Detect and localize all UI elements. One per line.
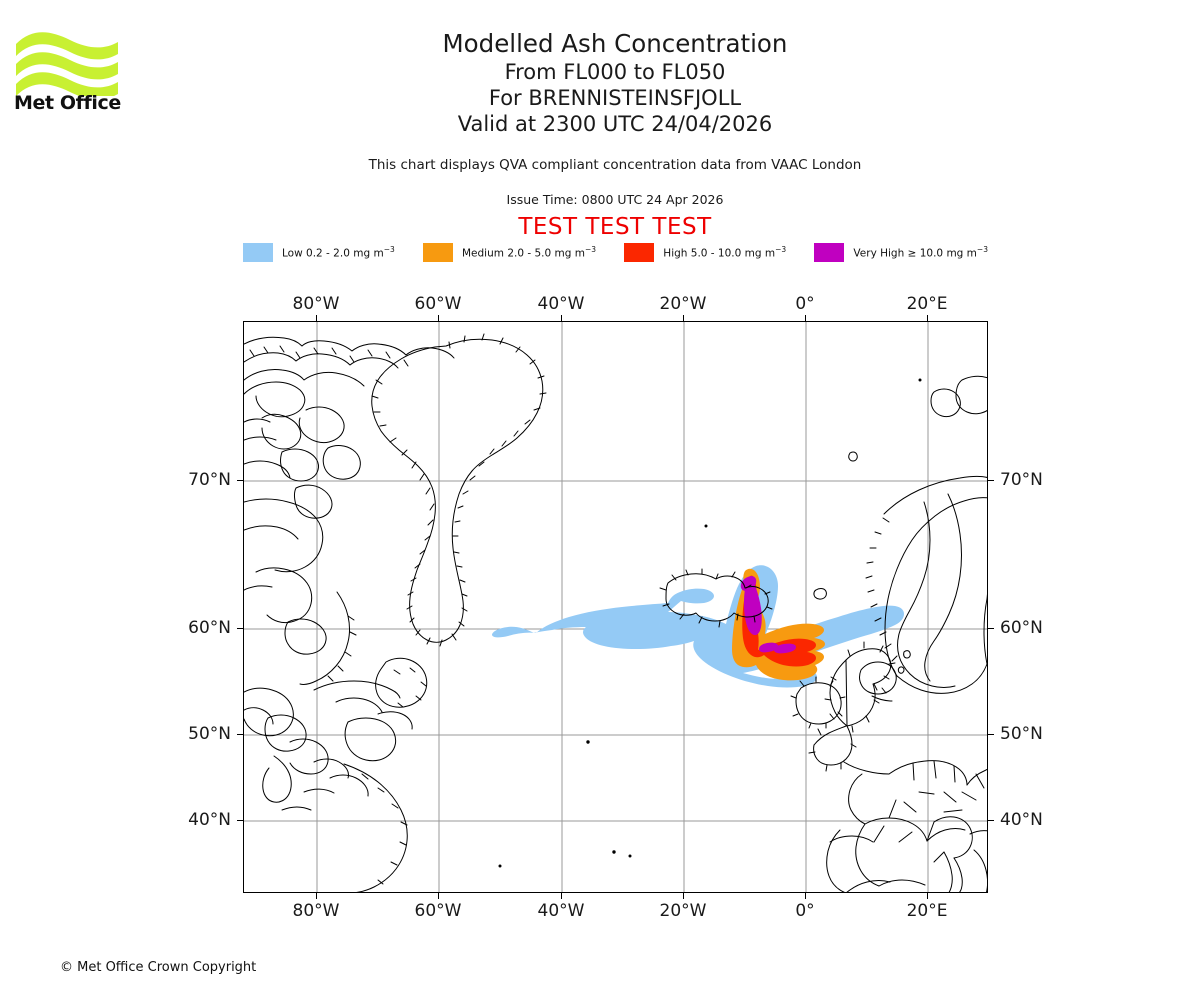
ash-plume [492, 565, 904, 688]
volcano-line: For BRENNISTEINSFJOLL [488, 86, 742, 110]
legend-label-very-high: Very High ≥ 10.0 mg m−3 [853, 244, 988, 260]
legend-swatch-medium [423, 242, 453, 262]
lat-label-right-0: 70°N [1000, 470, 1043, 490]
map-gridlines [244, 322, 987, 892]
met-office-logo-text: Met Office [14, 92, 121, 114]
legend-item-very-high: Very High ≥ 10.0 mg m−3 [814, 242, 988, 262]
test-banner: TEST TEST TEST [518, 214, 712, 240]
legend-item-low: Low 0.2 - 2.0 mg m−3 [243, 242, 395, 262]
title-block: Modelled Ash Concentration From FL000 to… [230, 28, 1000, 137]
lon-tick-top-2 [561, 315, 562, 321]
lat-tick-right-2 [988, 734, 994, 735]
lon-tick-top-3 [683, 315, 684, 321]
lat-tick-left-3 [237, 820, 243, 821]
met-office-waves-icon [16, 32, 118, 96]
lon-tick-bottom-2 [561, 893, 562, 899]
lat-label-right-2: 50°N [1000, 724, 1043, 744]
lat-tick-right-1 [988, 628, 994, 629]
lon-label-bottom-1: 60°W [414, 901, 462, 921]
legend-swatch-very-high [814, 242, 845, 262]
lat-label-left-3: 40°N [188, 810, 231, 830]
lon-tick-top-5 [927, 315, 928, 321]
coastlines [244, 333, 987, 892]
lon-tick-bottom-4 [805, 893, 806, 899]
lon-tick-top-1 [438, 315, 439, 321]
ash-concentration-map [244, 322, 987, 892]
lat-label-right-1: 60°N [1000, 618, 1043, 638]
legend-label-high: High 5.0 - 10.0 mg m−3 [663, 244, 787, 260]
lon-label-bottom-2: 40°W [537, 901, 585, 921]
plume-very-high-patch-2 [774, 643, 796, 654]
map-container: 80°W 80°W 60°W 60°W 40°W 40°W 20°W 20°W 0° 0° 20°E… [188, 294, 1043, 921]
lon-label-top-1: 60°W [414, 294, 462, 314]
page-title: Modelled Ash Concentration [442, 29, 788, 58]
legend-item-high: High 5.0 - 10.0 mg m−3 [624, 242, 787, 262]
lon-tick-bottom-0 [316, 893, 317, 899]
lon-tick-top-4 [805, 315, 806, 321]
met-office-logo [14, 24, 126, 114]
plume-very-high-patch-1 [759, 642, 778, 653]
legend-label-low: Low 0.2 - 2.0 mg m−3 [282, 244, 395, 260]
plume-very-high-contour [744, 577, 762, 635]
lat-label-left-0: 70°N [188, 470, 231, 490]
legend-swatch-high [624, 242, 655, 262]
lat-tick-left-2 [237, 734, 243, 735]
legend-item-medium: Medium 2.0 - 5.0 mg m−3 [423, 242, 597, 262]
lon-label-bottom-4: 0° [795, 901, 815, 921]
lat-tick-left-0 [237, 480, 243, 481]
valid-time-line: Valid at 2300 UTC 24/04/2026 [457, 112, 773, 136]
lat-label-left-1: 60°N [188, 618, 231, 638]
qva-note: This chart displays QVA compliant concen… [368, 157, 862, 173]
lon-label-bottom-3: 20°W [659, 901, 707, 921]
lon-tick-bottom-3 [683, 893, 684, 899]
lon-tick-top-0 [316, 315, 317, 321]
lon-label-top-2: 40°W [537, 294, 585, 314]
issue-time: Issue Time: 0800 UTC 24 Apr 2026 [506, 192, 724, 207]
lon-label-top-3: 20°W [659, 294, 707, 314]
lon-tick-bottom-1 [438, 893, 439, 899]
lat-label-right-3: 40°N [1000, 810, 1043, 830]
lon-label-bottom-5: 20°E [906, 901, 948, 921]
copyright-notice: © Met Office Crown Copyright [60, 960, 257, 975]
map-frame [243, 321, 988, 893]
lon-tick-bottom-5 [927, 893, 928, 899]
plume-low-contour [492, 565, 904, 688]
legend-swatch-low [243, 242, 273, 262]
flight-level-line: From FL000 to FL050 [504, 60, 726, 84]
concentration-legend: Low 0.2 - 2.0 mg m−3 Medium 2.0 - 5.0 mg … [243, 241, 988, 263]
plume-high-contour [742, 575, 816, 667]
lat-label-left-2: 50°N [188, 724, 231, 744]
legend-label-medium: Medium 2.0 - 5.0 mg m−3 [462, 244, 597, 260]
lon-label-top-0: 80°W [292, 294, 340, 314]
lat-tick-right-0 [988, 480, 994, 481]
lon-label-bottom-0: 80°W [292, 901, 340, 921]
lat-tick-left-1 [237, 628, 243, 629]
lon-label-top-5: 20°E [906, 294, 948, 314]
lon-label-top-4: 0° [795, 294, 815, 314]
lat-tick-right-3 [988, 820, 994, 821]
